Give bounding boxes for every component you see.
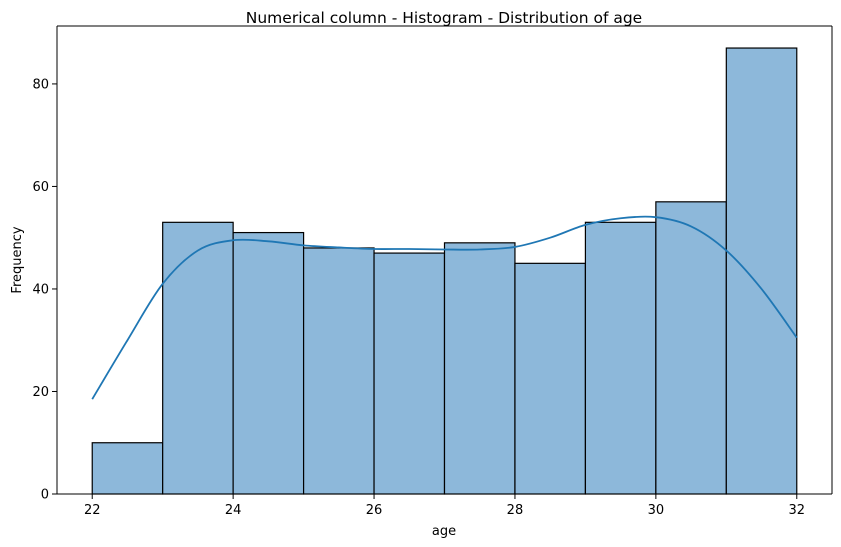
x-tick-label: 22 — [84, 503, 101, 518]
histogram-bar — [232, 231, 305, 495]
x-axis-ticks: 22 24 26 28 30 32 — [84, 494, 805, 518]
x-axis-label: age — [432, 524, 456, 539]
y-tick-label: 0 — [41, 488, 49, 503]
chart-title: Numerical column - Histogram - Distribut… — [246, 9, 642, 27]
x-tick-label: 26 — [366, 503, 383, 518]
histogram-bar — [725, 47, 798, 495]
y-tick-label: 80 — [32, 77, 49, 92]
x-tick-label: 28 — [507, 503, 524, 518]
histogram-bar — [584, 221, 657, 495]
bars-group — [91, 47, 798, 495]
axes-frame — [56, 25, 833, 495]
x-tick-label: 24 — [225, 503, 242, 518]
y-tick-label: 20 — [32, 385, 49, 400]
histogram-bar — [91, 442, 164, 495]
histogram-bar — [443, 242, 516, 495]
histogram-bar — [162, 221, 234, 495]
y-tick-label: 40 — [32, 282, 49, 297]
y-tick-label: 60 — [32, 180, 49, 195]
y-axis-ticks: 0 20 40 60 80 — [32, 77, 57, 503]
histogram-bar — [655, 201, 727, 495]
histogram-bar — [373, 252, 446, 495]
histogram-bar — [514, 262, 587, 495]
y-axis-label: Frequency — [10, 226, 25, 293]
kde-group — [91, 215, 798, 400]
x-tick-label: 30 — [648, 503, 665, 518]
histogram-bar — [302, 247, 375, 495]
kde-curve — [91, 215, 798, 400]
x-tick-label: 32 — [788, 503, 805, 518]
